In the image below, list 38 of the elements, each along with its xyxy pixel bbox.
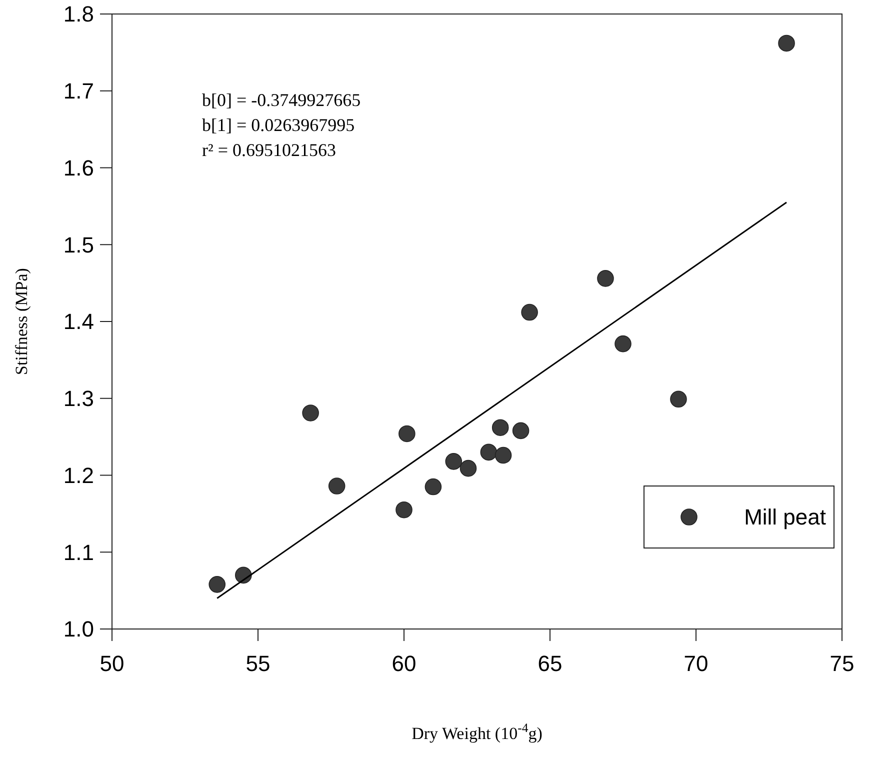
point bbox=[460, 460, 477, 477]
y-tick-label: 1.2 bbox=[63, 462, 94, 488]
point bbox=[521, 304, 538, 321]
annotation: r² = 0.6951021563 bbox=[202, 140, 336, 160]
x-tick-label: 60 bbox=[392, 651, 416, 676]
y-tick-label: 1.5 bbox=[63, 232, 94, 258]
point bbox=[614, 335, 632, 352]
annotation: b[1] = 0.0263967995 bbox=[202, 115, 355, 135]
point bbox=[670, 390, 687, 408]
y-axis-title: Stiffness (MPa) bbox=[12, 268, 31, 375]
x-tick-label: 65 bbox=[538, 651, 562, 676]
y-tick-label: 1.6 bbox=[63, 155, 94, 180]
point bbox=[778, 34, 795, 52]
point bbox=[494, 446, 512, 464]
annotation: b[0] = -0.3749927665 bbox=[202, 90, 361, 110]
x-tick-label: 70 bbox=[684, 651, 708, 676]
x-tick-label: 55 bbox=[246, 651, 270, 676]
point bbox=[208, 576, 226, 593]
x-tick-label: 75 bbox=[830, 651, 854, 676]
y-tick-label: 1.0 bbox=[63, 616, 94, 642]
point bbox=[302, 404, 319, 422]
point bbox=[512, 422, 530, 440]
y-tick-label: 1.8 bbox=[63, 2, 94, 27]
y-tick-label: 1.3 bbox=[63, 386, 94, 412]
x-axis-title: Dry Weight (10$^{-4}$g) bbox=[412, 721, 542, 743]
y-tick-label: 1.1 bbox=[63, 540, 94, 565]
point bbox=[396, 501, 412, 518]
x-tick-label: 50 bbox=[100, 651, 124, 676]
legend-label: Mill peat bbox=[744, 504, 826, 530]
point bbox=[597, 270, 614, 287]
point bbox=[328, 478, 346, 494]
point bbox=[398, 425, 416, 442]
point bbox=[492, 419, 509, 436]
y-tick-label: 1.4 bbox=[63, 309, 94, 334]
point bbox=[424, 478, 442, 496]
point bbox=[445, 453, 462, 470]
point bbox=[480, 444, 498, 461]
y-tick-label: 1.7 bbox=[63, 78, 94, 104]
